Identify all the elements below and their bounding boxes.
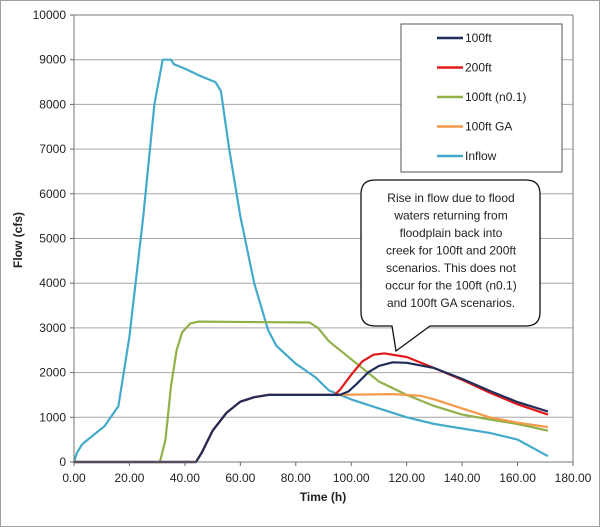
series-line-100ft <box>74 361 549 464</box>
callout: Rise in flow due to flood waters returnin… <box>360 179 541 353</box>
y-axis-label: Flow (cfs) <box>11 212 25 268</box>
legend-label: 100ft (n0.1) <box>465 90 526 104</box>
x-tick-label: 40.00 <box>170 471 200 485</box>
legend-label: 200ft <box>465 61 492 75</box>
series-lines <box>72 58 549 464</box>
callout-text-line: Rise in flow due to flood <box>387 191 514 205</box>
axes: 0 1000 2000 3000 4000 5000 6000 7000 8000 9000 100… <box>33 8 592 485</box>
callout-text-line: floodplain back into <box>400 226 503 240</box>
y-tick-label: 2000 <box>39 366 66 380</box>
callout-text-line: waters returning from <box>393 209 507 223</box>
x-tick-label: 20.00 <box>114 471 144 485</box>
callout-text-line: scenarios. This does not <box>386 261 517 275</box>
y-tick-label: 0 <box>59 455 66 469</box>
x-tick-label: 0.00 <box>62 471 86 485</box>
y-tick-label: 6000 <box>39 187 66 201</box>
x-tick-label: 80.00 <box>281 471 311 485</box>
x-tick-label: 60.00 <box>225 471 255 485</box>
y-tick-label: 3000 <box>39 321 66 335</box>
series-line-100ft-n0-1- <box>74 320 549 464</box>
callout-text-line: occur for the 100ft (n0.1) <box>385 279 516 293</box>
series-line-100ft-ga <box>74 393 549 464</box>
x-tick-label: 140.00 <box>444 471 481 485</box>
callout-text-line: creek for 100ft and 200ft <box>386 244 517 258</box>
y-tick-label: 8000 <box>39 97 66 111</box>
x-tick-label: 120.00 <box>388 471 425 485</box>
y-tick-label: 9000 <box>39 53 66 67</box>
y-tick-label: 5000 <box>39 232 66 246</box>
y-tick-label: 7000 <box>39 142 66 156</box>
legend-label: 100ft GA <box>465 120 512 134</box>
x-tick-label: 100.00 <box>333 471 370 485</box>
legend: 100ft 200ft 100ft (n0.1) 100ft GA Inflow <box>400 23 563 173</box>
x-tick-label: 160.00 <box>499 471 536 485</box>
y-tick-label: 10000 <box>33 8 67 22</box>
legend-label: 100ft <box>465 31 492 45</box>
y-tick-label: 4000 <box>39 276 66 290</box>
series-line-200ft <box>74 352 549 464</box>
legend-label: Inflow <box>465 149 497 163</box>
callout-text-line: and 100ft GA scenarios. <box>387 296 515 310</box>
y-tick-label: 1000 <box>39 410 66 424</box>
x-tick-label: 180.00 <box>555 471 592 485</box>
callout-bubble <box>360 179 541 353</box>
x-axis-label: Time (h) <box>300 490 346 504</box>
series-line-inflow <box>72 58 549 463</box>
